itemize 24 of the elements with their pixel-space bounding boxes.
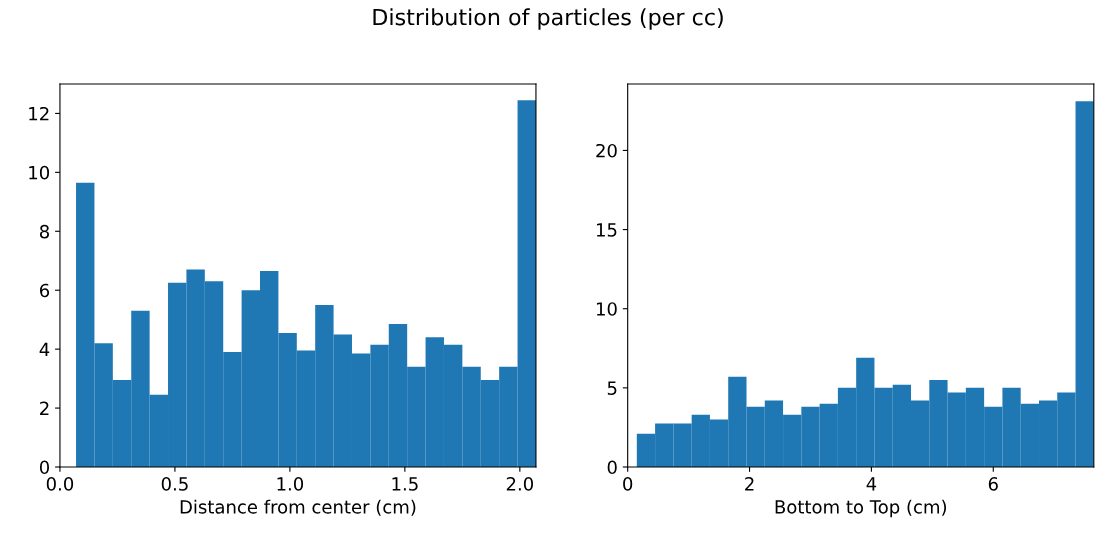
x-tick-label: 1.0 — [277, 477, 304, 491]
y-tick-label: 10 — [29, 165, 50, 180]
y-tick-label: 4 — [39, 342, 50, 356]
y-tick-label: 0 — [39, 460, 50, 475]
x-tick-label: 0.5 — [161, 477, 188, 491]
x-axis-title: Distance from center (cm) — [180, 499, 416, 516]
y-tick-label: 8 — [39, 224, 49, 239]
chart-title: Distribution of particles (per cc) — [373, 8, 723, 30]
y-tick-label: 12 — [29, 106, 49, 121]
y-tick-label: 2 — [40, 401, 49, 415]
y-tick-label: 0 — [607, 460, 617, 475]
x-tick-label: 0.0 — [46, 477, 74, 491]
y-tick-label: 6 — [40, 283, 50, 298]
x-tick-label: 4 — [866, 477, 877, 491]
x-tick-label: 2.0 — [506, 477, 534, 491]
x-axis-title: Bottom to Top (cm) — [775, 499, 947, 518]
y-tick-label: 20 — [596, 143, 617, 158]
x-tick-label: 2 — [745, 477, 754, 491]
y-tick-label: 5 — [607, 381, 617, 395]
y-tick-label: 10 — [596, 302, 617, 316]
x-tick-label: 1.5 — [392, 477, 418, 491]
x-tick-label: 0 — [623, 477, 633, 491]
y-tick-label: 15 — [596, 223, 617, 237]
x-tick-label: 6 — [988, 477, 998, 491]
